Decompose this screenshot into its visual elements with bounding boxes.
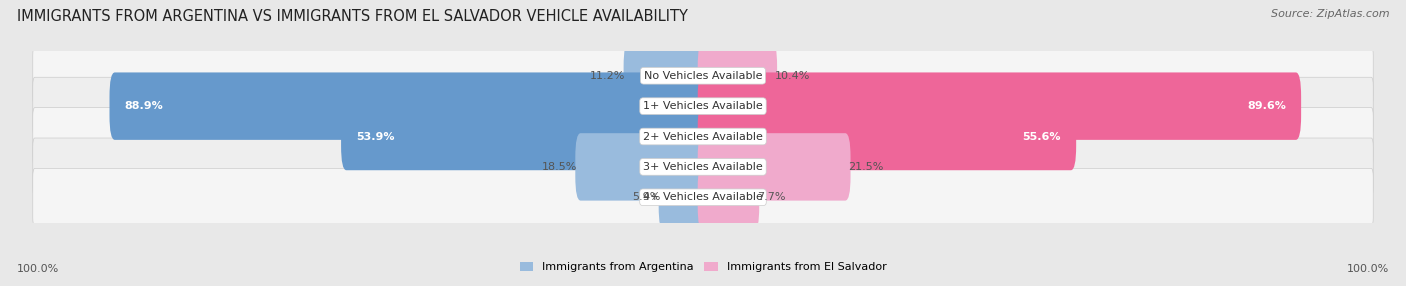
Text: 88.9%: 88.9% xyxy=(125,101,163,111)
Text: 21.5%: 21.5% xyxy=(849,162,884,172)
Text: 53.9%: 53.9% xyxy=(356,132,395,142)
Text: 5.9%: 5.9% xyxy=(633,192,661,202)
Text: 55.6%: 55.6% xyxy=(1022,132,1062,142)
Text: 2+ Vehicles Available: 2+ Vehicles Available xyxy=(643,132,763,142)
FancyBboxPatch shape xyxy=(697,42,778,110)
Text: 4+ Vehicles Available: 4+ Vehicles Available xyxy=(643,192,763,202)
Text: 7.7%: 7.7% xyxy=(758,192,786,202)
FancyBboxPatch shape xyxy=(342,103,709,170)
FancyBboxPatch shape xyxy=(624,42,709,110)
Text: 3+ Vehicles Available: 3+ Vehicles Available xyxy=(643,162,763,172)
FancyBboxPatch shape xyxy=(32,168,1374,226)
Text: No Vehicles Available: No Vehicles Available xyxy=(644,71,762,81)
FancyBboxPatch shape xyxy=(32,47,1374,105)
FancyBboxPatch shape xyxy=(697,164,759,231)
Text: 89.6%: 89.6% xyxy=(1247,101,1286,111)
Text: 11.2%: 11.2% xyxy=(591,71,626,81)
FancyBboxPatch shape xyxy=(658,164,709,231)
Text: 10.4%: 10.4% xyxy=(775,71,810,81)
FancyBboxPatch shape xyxy=(575,133,709,200)
Text: IMMIGRANTS FROM ARGENTINA VS IMMIGRANTS FROM EL SALVADOR VEHICLE AVAILABILITY: IMMIGRANTS FROM ARGENTINA VS IMMIGRANTS … xyxy=(17,9,688,23)
FancyBboxPatch shape xyxy=(110,72,709,140)
FancyBboxPatch shape xyxy=(697,133,851,200)
Legend: Immigrants from Argentina, Immigrants from El Salvador: Immigrants from Argentina, Immigrants fr… xyxy=(520,262,886,273)
FancyBboxPatch shape xyxy=(697,103,1076,170)
FancyBboxPatch shape xyxy=(697,72,1301,140)
Text: 18.5%: 18.5% xyxy=(541,162,578,172)
FancyBboxPatch shape xyxy=(32,108,1374,165)
Text: 100.0%: 100.0% xyxy=(1347,264,1389,274)
FancyBboxPatch shape xyxy=(32,138,1374,196)
Text: 1+ Vehicles Available: 1+ Vehicles Available xyxy=(643,101,763,111)
Text: Source: ZipAtlas.com: Source: ZipAtlas.com xyxy=(1271,9,1389,19)
FancyBboxPatch shape xyxy=(32,77,1374,135)
Text: 100.0%: 100.0% xyxy=(17,264,59,274)
